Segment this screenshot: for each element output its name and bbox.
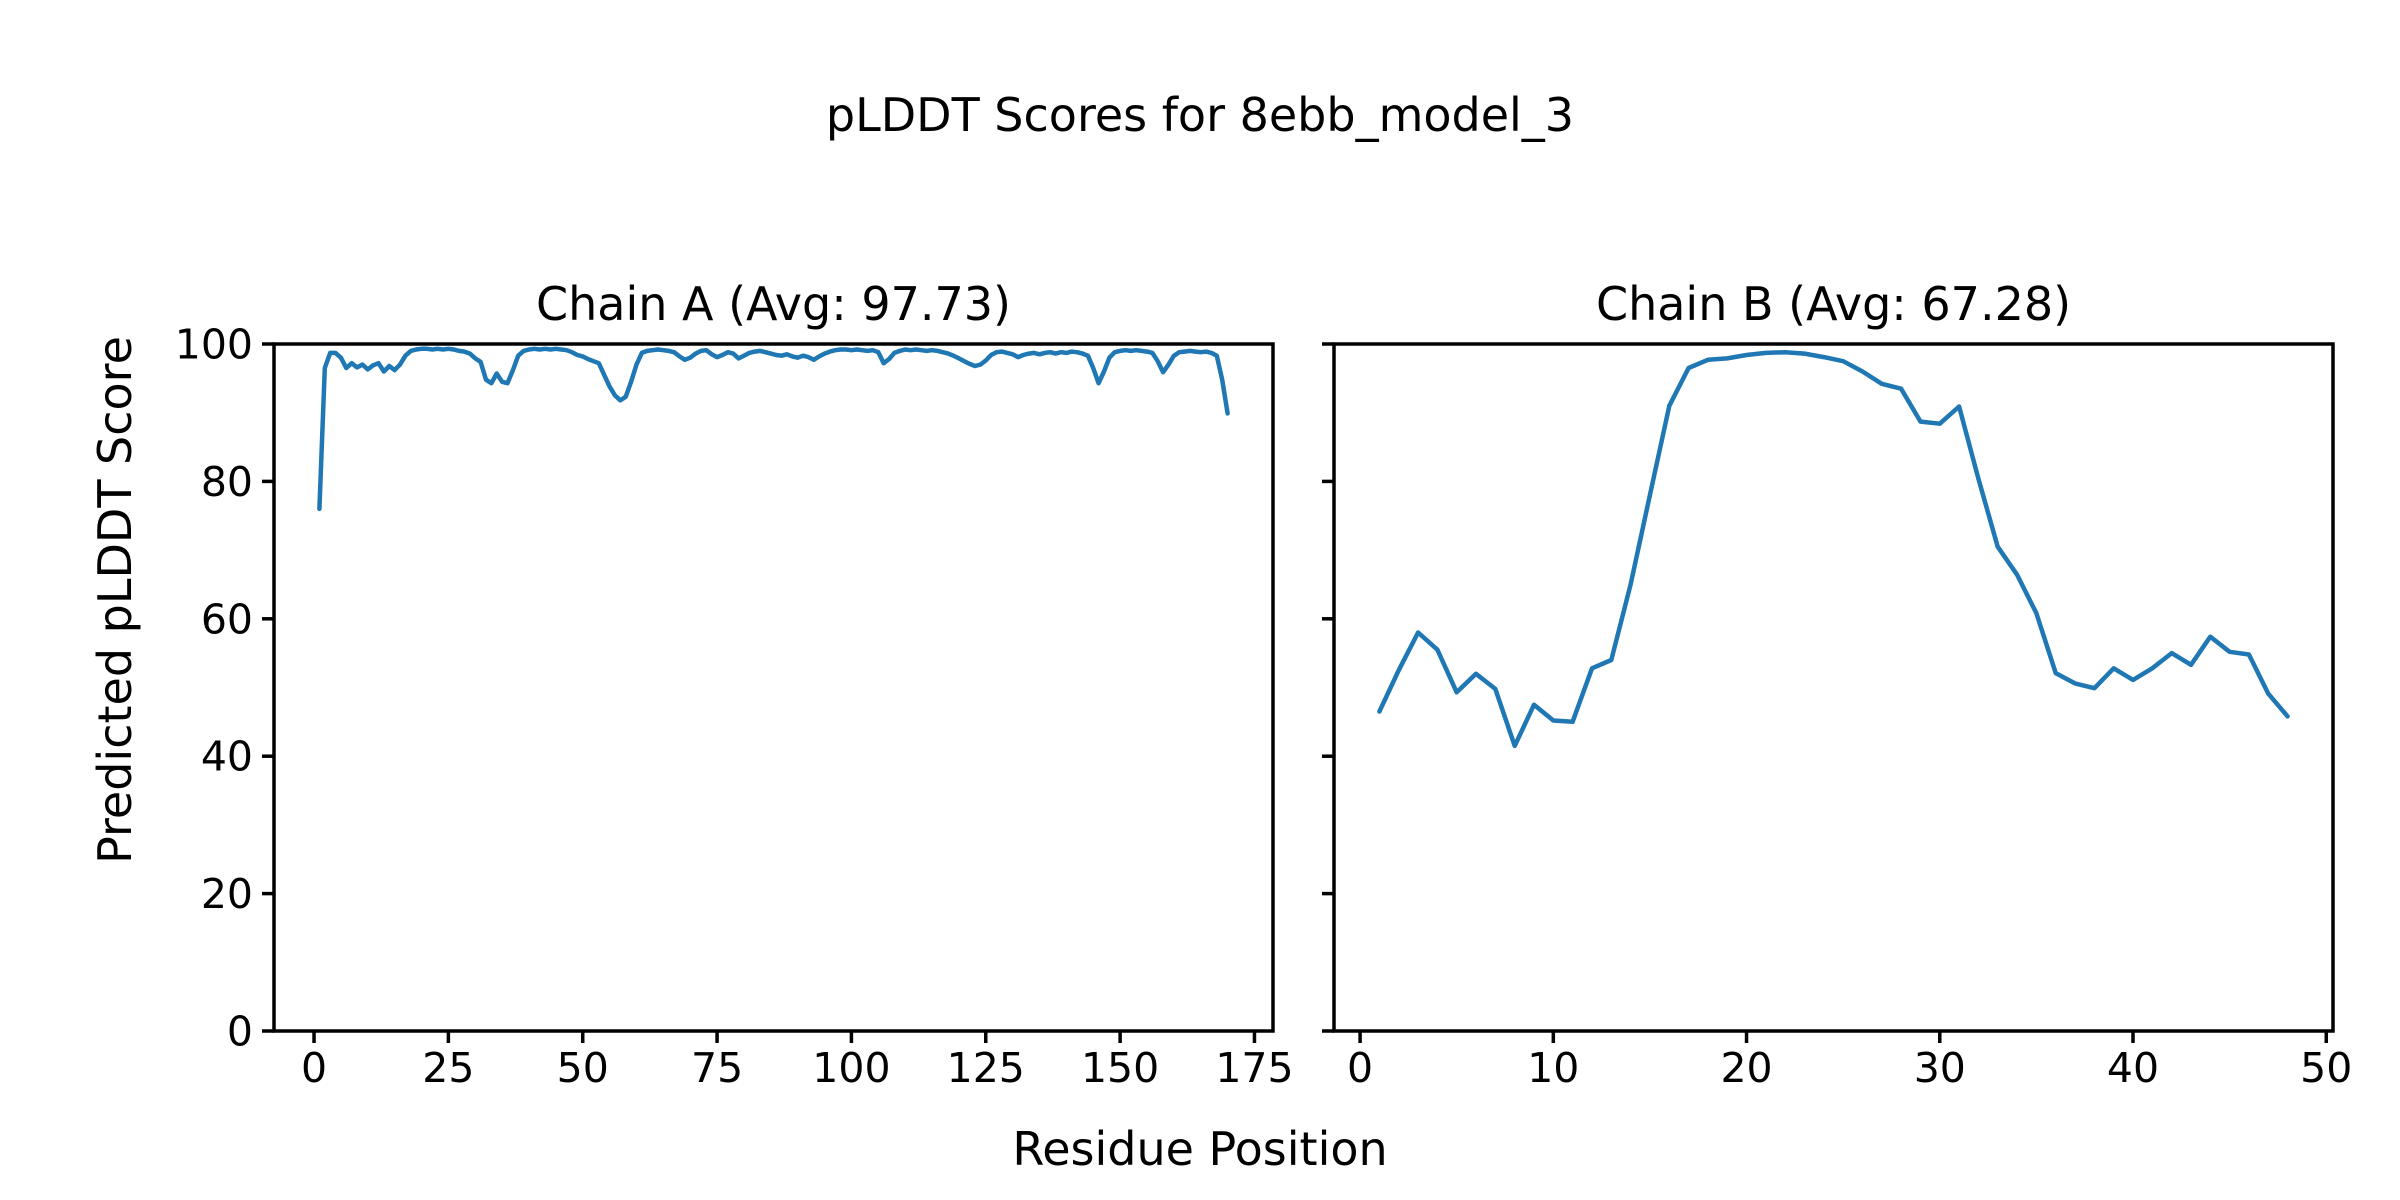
x-axis-label: Residue Position [1012, 1122, 1388, 1176]
y-tick-label: 20 [201, 870, 253, 918]
chain-a-spines [272, 342, 1275, 1033]
y-tick-label: 40 [201, 733, 253, 781]
x-tick-label: 100 [812, 1044, 890, 1092]
chain-a-line [317, 346, 1230, 512]
y-tick-label: 80 [201, 458, 253, 506]
y-tick-label: 0 [227, 1008, 253, 1056]
x-tick-label: 20 [1720, 1044, 1772, 1092]
x-tick-label: 10 [1527, 1044, 1579, 1092]
chain-b-axes: 0 10 20 30 40 50 Chain B (Avg: 67.28) [1322, 277, 2352, 1092]
y-tick-label: 100 [175, 321, 253, 369]
x-tick-label: 75 [691, 1044, 743, 1092]
figure-title: pLDDT Scores for 8ebb_model_3 [825, 88, 1575, 142]
y-tick-label: 60 [201, 595, 253, 643]
x-tick-label: 50 [2300, 1044, 2352, 1092]
chain-b-line [1377, 349, 2290, 749]
x-tick-label: 125 [947, 1044, 1025, 1092]
y-axis-label: Predicted pLDDT Score [88, 336, 142, 864]
x-tick-label: 30 [1914, 1044, 1966, 1092]
x-tick-label: 50 [557, 1044, 609, 1092]
x-tick-label: 40 [2107, 1044, 2159, 1092]
x-tick-label: 0 [301, 1044, 327, 1092]
chain-a-axes: 0 25 50 75 100 125 150 175 0 20 40 60 80 100 Chain A (… [175, 277, 1294, 1092]
chain-b-spines [1332, 342, 2335, 1033]
x-tick-label: 0 [1347, 1044, 1373, 1092]
x-tick-label: 25 [422, 1044, 474, 1092]
chain-a-title: Chain A (Avg: 97.73) [536, 277, 1011, 331]
x-tick-label: 150 [1081, 1044, 1159, 1092]
chain-b-title: Chain B (Avg: 67.28) [1596, 277, 2071, 331]
x-tick-label: 175 [1215, 1044, 1293, 1092]
